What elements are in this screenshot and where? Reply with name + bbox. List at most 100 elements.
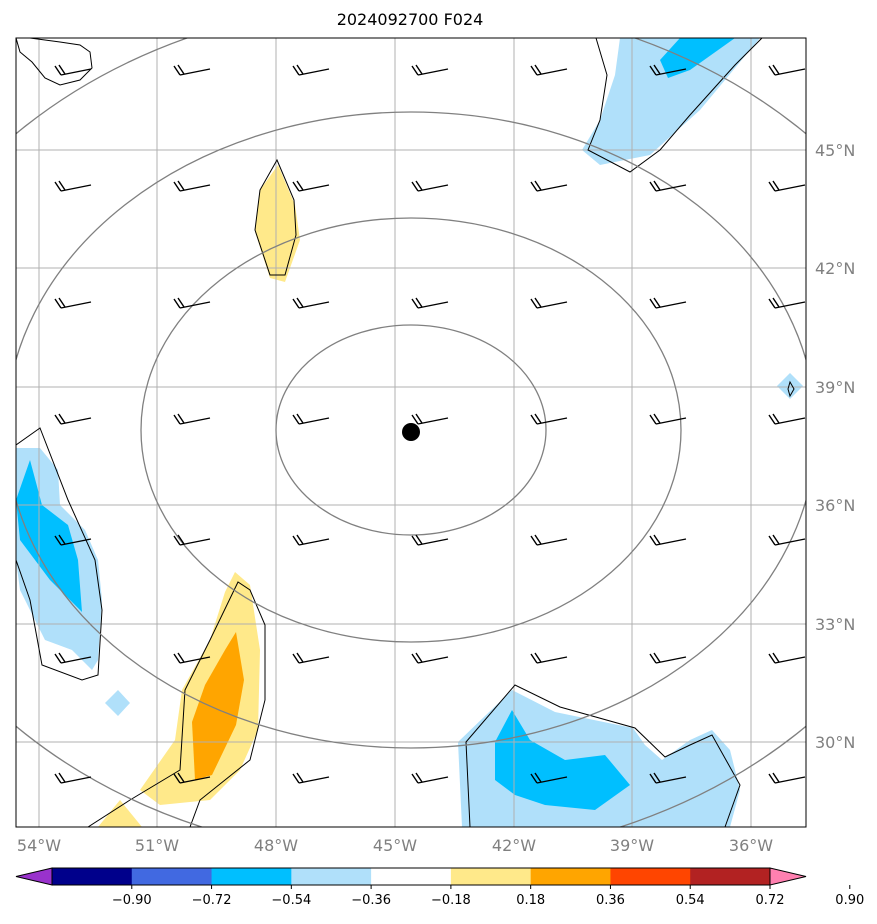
colorbar-extend-high [769,867,807,886]
wind-barb [411,652,449,664]
colorbar-extend-low [15,867,53,886]
field-cyan-ne [660,38,735,78]
lon-label-48w: 48°W [254,836,298,855]
wind-barb [54,64,92,76]
wind-barb [292,413,330,425]
wind-barb [768,534,806,546]
range-ring-3 [16,111,806,749]
wind-barb [649,413,687,425]
colorbar-tick-label: 0.18 [516,893,545,908]
lon-label-39w: 39°W [610,836,654,855]
colorbar-segment [530,868,611,885]
contour-w [16,427,103,681]
wind-barb [649,652,687,664]
lon-label-51w: 51°W [135,836,179,855]
range-rings [16,38,806,827]
map-frame [15,37,807,828]
map-panel [16,38,806,827]
wind-barb [768,297,806,309]
wind-barb [530,652,568,664]
lat-label-39n: 39°N [815,378,855,397]
colorbar-tick-label: −0.72 [192,893,232,908]
colorbar-tick-label: −0.18 [431,893,471,908]
wind-barb [649,180,687,192]
wind-barb [173,534,211,546]
wind-barb [292,180,330,192]
range-ring-2 [140,217,682,643]
wind-barb [292,297,330,309]
field-cyan-se [495,710,630,810]
graticule [16,38,806,827]
colorbar-segment [450,868,532,885]
wind-barb [768,64,806,76]
colorbar-segment [610,868,691,885]
range-ring-4 [16,38,806,827]
wind-barb [173,180,211,192]
wind-barb [530,180,568,192]
wind-barb [530,297,568,309]
colorbar-segment [131,868,213,885]
wind-barb [649,772,687,784]
lat-label-36n: 36°N [815,496,855,515]
wind-barb [530,64,568,76]
wind-barb [173,772,211,784]
wind-barb [54,180,92,192]
field-light-blue-ne [582,38,760,165]
field-yellow-n [255,165,300,282]
wind-barb [768,180,806,192]
lon-label-54w: 54°W [17,836,61,855]
wind-barb [649,297,687,309]
field-light-blue-e-dot [777,373,803,399]
wind-barb [768,413,806,425]
wind-barb [530,772,568,784]
wind-barb [411,534,449,546]
wind-barb [54,772,92,784]
lat-label-42n: 42°N [815,259,855,278]
wind-barb [292,534,330,546]
wind-barb [54,534,92,546]
colorbar-tick-label: −0.54 [271,893,311,908]
wind-barbs [54,64,806,784]
wind-barb [54,413,92,425]
colorbar-tick-label: 0.54 [676,893,705,908]
latitude-labels: 45°N 42°N 39°N 36°N 33°N 30°N [815,141,855,752]
longitude-labels: 54°W 51°W 48°W 45°W 42°W 39°W 36°W [17,836,773,855]
wind-barb [530,534,568,546]
colorbar-segment [291,868,372,885]
colorbar-tick-label: 0.36 [596,893,625,908]
map-title: 2024092700 F024 [337,10,484,29]
colorbar-segment [211,868,292,885]
colorbar-tick-label: 0.90 [835,893,864,908]
wind-barb [649,64,687,76]
colorbar-tick-label: 0.72 [756,893,785,908]
colorbar-segment [690,868,771,885]
wind-barb [530,413,568,425]
lon-label-45w: 45°W [373,836,417,855]
field-orange-sw [192,632,244,780]
wind-barb [649,534,687,546]
lat-label-45n: 45°N [815,141,855,160]
wind-barb [292,652,330,664]
colorbar-tick-label: −0.90 [112,893,152,908]
wind-barb [292,64,330,76]
wind-barb [173,64,211,76]
wind-barb [411,180,449,192]
wind-barb [292,772,330,784]
wind-barb [173,413,211,425]
contour-ne [587,38,763,173]
lon-label-36w: 36°W [729,836,773,855]
wind-barb [54,297,92,309]
contour-e-dot [787,380,795,398]
wind-barb [411,64,449,76]
shaded-field [16,38,803,827]
field-cyan-w [16,460,82,612]
wind-barb [173,652,211,664]
wind-barb [54,652,92,664]
wind-barb [768,652,806,664]
lat-label-30n: 30°N [815,733,855,752]
contour-se [465,684,741,827]
contour-corner-nw [16,38,93,86]
wind-barb [411,413,449,425]
storm-center-marker [402,423,420,441]
